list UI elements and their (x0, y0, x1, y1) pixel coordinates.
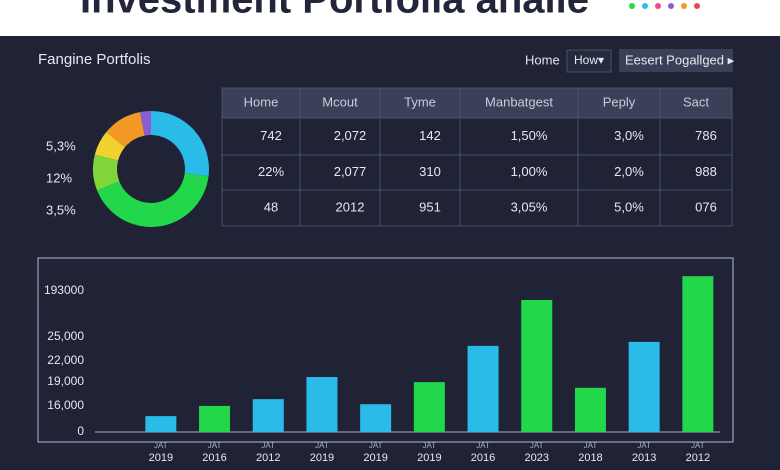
y-axis-label: 22,000 (47, 353, 84, 367)
bar (521, 299, 553, 432)
table-border (221, 87, 733, 227)
table-cell: 48 (264, 199, 278, 214)
table-cell: 951 (419, 199, 441, 214)
x-tick-label: 2016 (202, 452, 226, 464)
x-month-label: JAT (208, 441, 222, 450)
table-header: Sact (683, 94, 709, 109)
bar (467, 345, 499, 432)
donut-side-label: 3,5% (46, 202, 76, 217)
donut-segment (94, 132, 125, 161)
donut-segment (151, 111, 209, 177)
x-tick-label: 2019 (363, 452, 387, 464)
donut-segment (93, 154, 120, 191)
button-label[interactable]: Eesert Pogallged ▸ (625, 52, 735, 67)
x-month-label: JAT (476, 441, 490, 450)
table-cell: 142 (419, 128, 441, 143)
bar (360, 404, 392, 432)
y-axis-label: 25,000 (47, 329, 84, 343)
table-cell: 3,0% (614, 128, 644, 143)
x-tick-label: 2019 (310, 452, 334, 464)
table-cell: 988 (695, 164, 717, 179)
table-cell: 786 (695, 128, 717, 143)
donut-segment (106, 112, 145, 148)
bar (682, 276, 714, 432)
x-month-label: JAT (154, 441, 168, 450)
x-tick-label: 2019 (417, 452, 441, 464)
x-tick-label: 2018 (578, 452, 602, 464)
table-cell: 22% (258, 164, 284, 179)
x-tick-label: 2012 (686, 452, 710, 464)
table-header: Peply (603, 94, 636, 109)
table-cell: 310 (419, 164, 441, 179)
table-cell: 076 (695, 199, 717, 214)
bar (413, 382, 445, 432)
dropdown-box[interactable] (566, 49, 612, 73)
table-cell: 2012 (336, 199, 365, 214)
x-tick-label: 2016 (471, 452, 495, 464)
x-month-label: JAT (261, 441, 275, 450)
table-cell: 2,077 (334, 164, 367, 179)
x-month-label: JAT (530, 441, 544, 450)
x-tick-label: 2012 (256, 452, 280, 464)
donut-segment (140, 111, 151, 136)
table-cell: 3,05% (511, 199, 548, 214)
table-header: Mcout (322, 94, 358, 109)
page-title: Investment Portfolia analie (80, 0, 589, 22)
brand: Fangine Portfolis (38, 51, 151, 68)
bar (628, 341, 660, 432)
table-cell: 742 (260, 128, 282, 143)
table-cell: 5,0% (614, 199, 644, 214)
x-tick-label: 2023 (525, 452, 549, 464)
donut-side-label: 5,3% (46, 138, 76, 153)
bar (252, 399, 284, 432)
header-band (0, 0, 780, 36)
x-tick-label: 2013 (632, 452, 656, 464)
table-cell: 1,00% (511, 164, 548, 179)
nav-home[interactable]: Home (525, 52, 560, 67)
x-month-label: JAT (423, 441, 437, 450)
bar (306, 377, 338, 432)
table-header: Home (244, 94, 279, 109)
bar (145, 416, 177, 432)
x-tick-label: 2019 (149, 452, 173, 464)
donut-segment (97, 173, 209, 227)
x-month-label: JAT (369, 441, 383, 450)
x-month-label: JAT (315, 441, 329, 450)
table-header-bg (222, 88, 732, 118)
table-cell: 2,0% (614, 164, 644, 179)
table-header: Manbatgest (485, 94, 553, 109)
action-button[interactable] (619, 49, 733, 72)
bar (199, 405, 231, 432)
chart-frame (37, 257, 734, 443)
donut-side-label: 12% (46, 170, 72, 185)
x-month-label: JAT (637, 441, 651, 450)
x-month-label: JAT (691, 441, 705, 450)
table-cell: 2,072 (334, 128, 367, 143)
nav-dropdown[interactable]: How▾ (574, 53, 604, 67)
y-axis-label: 0 (77, 424, 84, 438)
y-axis-label: 19,000 (47, 374, 84, 388)
table-header: Tyme (404, 94, 436, 109)
logo-dots (629, 3, 700, 9)
y-axis-label: 193000 (44, 283, 84, 297)
y-axis-label: 16,000 (47, 398, 84, 412)
x-month-label: JAT (584, 441, 598, 450)
table-cell: 1,50% (511, 128, 548, 143)
bar (574, 387, 606, 432)
